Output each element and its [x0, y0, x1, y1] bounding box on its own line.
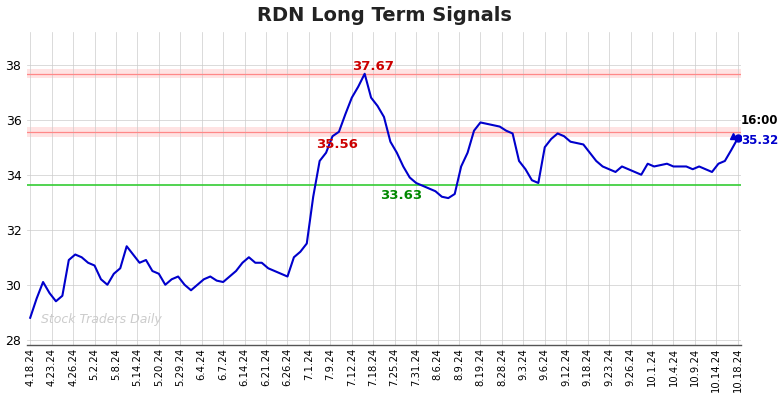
Text: 33.63: 33.63 [379, 189, 422, 202]
Title: RDN Long Term Signals: RDN Long Term Signals [256, 6, 511, 25]
Text: 37.67: 37.67 [352, 60, 394, 74]
Text: 35.56: 35.56 [317, 139, 358, 151]
Bar [27, 127, 741, 137]
Text: Stock Traders Daily: Stock Traders Daily [42, 314, 162, 326]
Text: 16:00: 16:00 [741, 114, 779, 127]
Text: 35.32: 35.32 [741, 134, 779, 147]
Bar [27, 69, 741, 78]
